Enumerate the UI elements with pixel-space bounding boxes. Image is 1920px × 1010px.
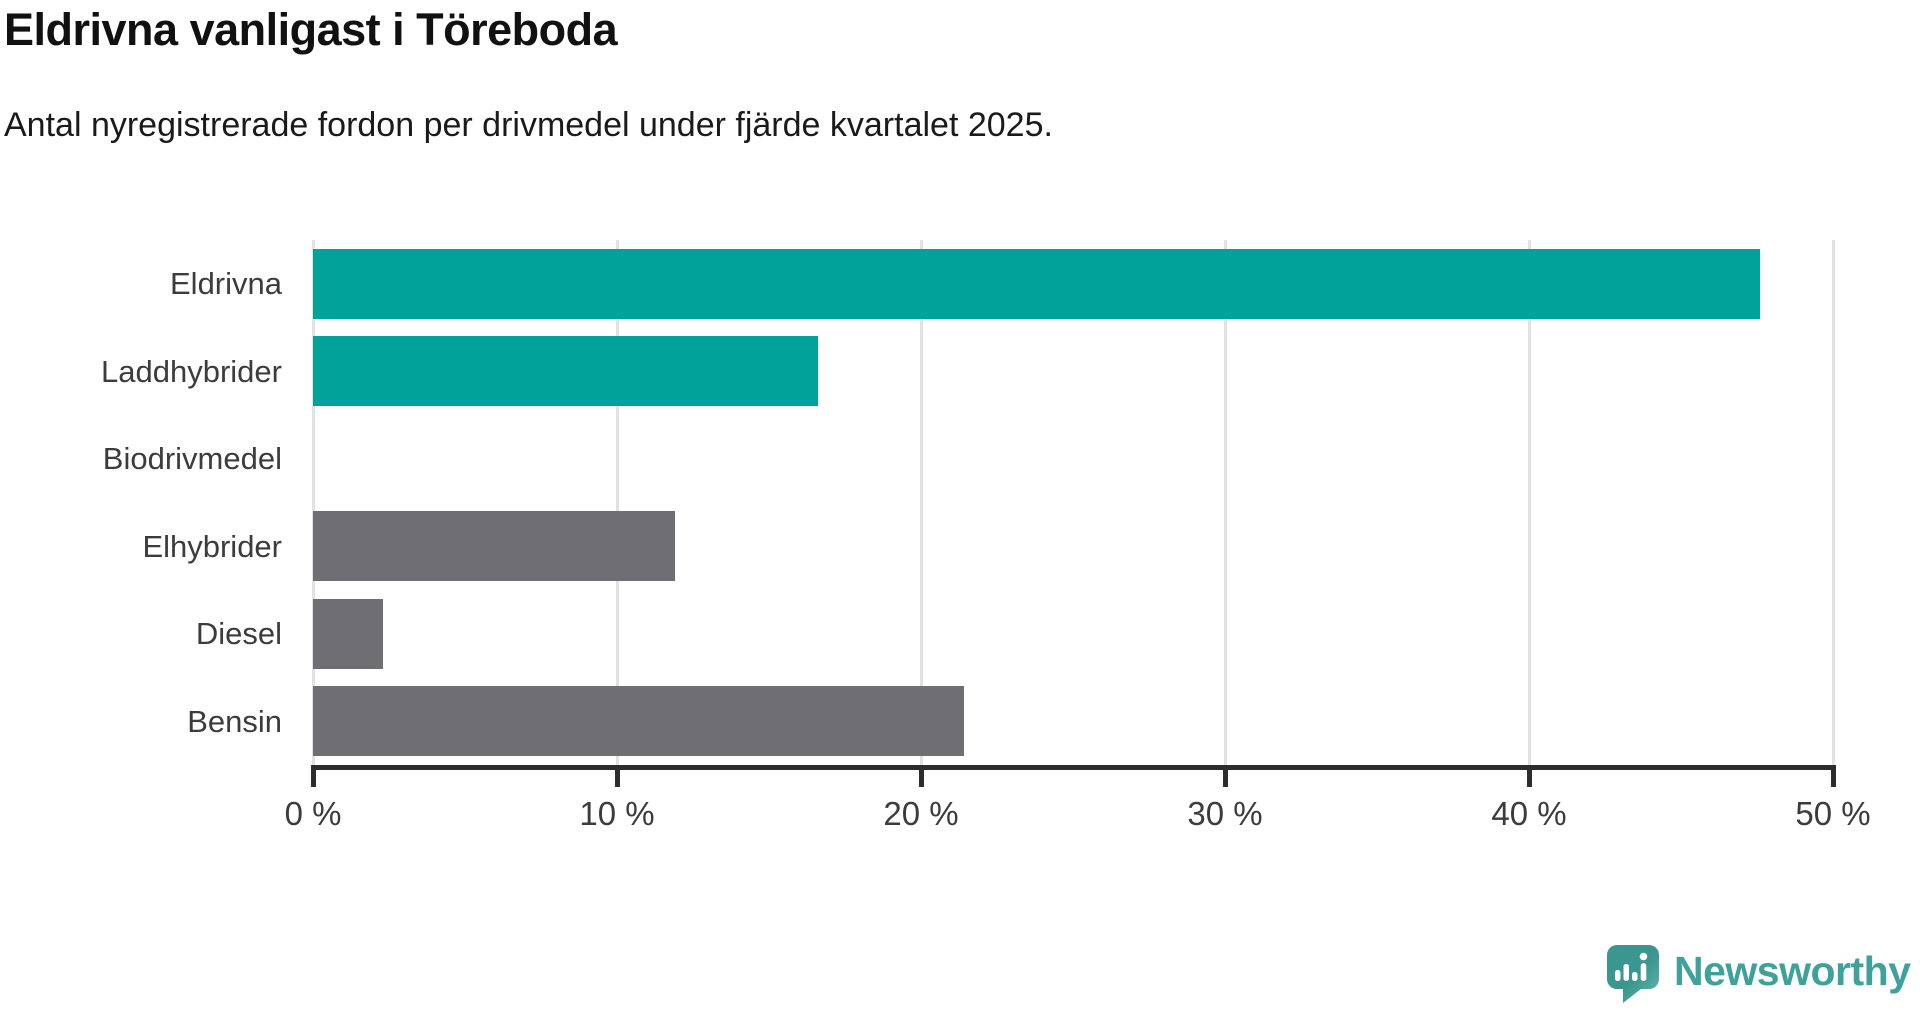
x-tick-label: 30 % (1187, 795, 1263, 832)
axis-tick (1830, 765, 1836, 787)
x-axis-line (310, 765, 1836, 770)
axis-tick (1222, 765, 1228, 787)
axis-tick (614, 765, 620, 787)
x-tick-label: 20 % (883, 795, 959, 832)
newsworthy-logo[interactable]: Newsworthy (1606, 944, 1911, 1004)
x-tick-label: 50 % (1795, 795, 1871, 832)
category-label: Eldrivna (170, 266, 282, 301)
gridline (1527, 240, 1531, 765)
category-label: Diesel (195, 616, 282, 651)
axis-tick (1526, 765, 1532, 787)
gridline (919, 240, 923, 765)
category-label: Biodrivmedel (102, 441, 282, 476)
x-tick-label: 40 % (1491, 795, 1567, 832)
gridline (1223, 240, 1227, 765)
gridline (311, 240, 315, 765)
axis-tick (310, 765, 316, 787)
newsworthy-logo-text: Newsworthy (1674, 947, 1911, 994)
category-label: Bensin (187, 703, 282, 739)
bar (313, 598, 383, 669)
bar (313, 248, 1761, 319)
bar (313, 686, 964, 757)
x-tick-label: 0 % (284, 795, 342, 832)
gridline (1831, 240, 1835, 765)
bar (313, 336, 818, 407)
chart-subtitle: Antal nyregistrerade fordon per drivmede… (4, 106, 1053, 144)
axis-tick (918, 765, 924, 787)
category-label: Elhybrider (142, 528, 282, 564)
chart-title: Eldrivna vanligast i Töreboda (4, 4, 618, 55)
bar (313, 511, 675, 582)
category-label: Laddhybrider (101, 353, 282, 389)
gridline (615, 240, 619, 765)
x-tick-label: 10 % (579, 795, 655, 832)
newsworthy-logo-icon (1606, 944, 1660, 1004)
